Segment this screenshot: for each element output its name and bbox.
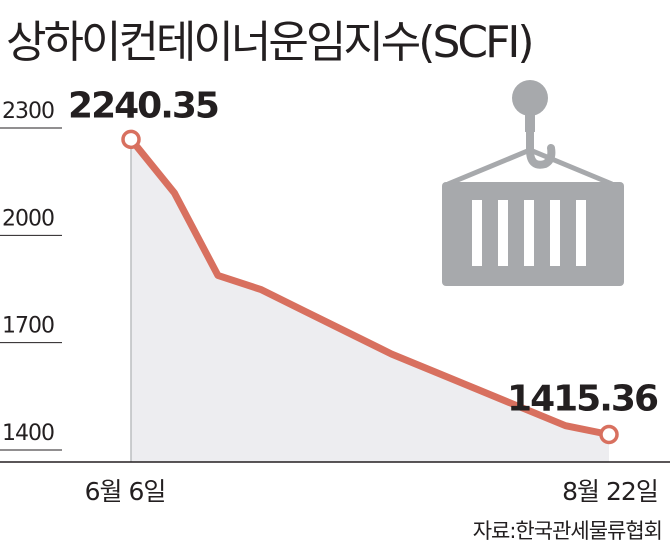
y-tick-label-2000: 2000 [2,206,54,231]
y-tick-label-2300: 2300 [2,99,54,124]
shipping-container-icon [442,182,624,286]
x-tick-label-0: 6월 6일 [85,477,166,506]
source-note: 자료:한국관세물류협회 [472,519,663,543]
data-label-0: 2240.35 [68,85,218,126]
chart-title: 상하이컨테이너운임지수(SCFI) [6,17,535,68]
series-area [131,139,609,463]
x-tick-label-1: 8월 22일 [562,477,658,506]
x-axis-labels: 6월 6일 8월 22일 [85,477,659,506]
data-points [121,129,619,445]
y-tick-label-1700: 1700 [2,314,54,339]
series-line [127,135,613,438]
y-tick-label-1400: 1400 [2,421,54,446]
data-label-11: 1415.36 [507,379,658,420]
y-axis: 2300 2000 1700 1400 [0,99,62,451]
crane-hook-icon [447,80,613,187]
data-point-11 [599,424,619,445]
data-labels: 2240.35 1415.36 [68,85,660,420]
data-point-0 [121,129,141,150]
